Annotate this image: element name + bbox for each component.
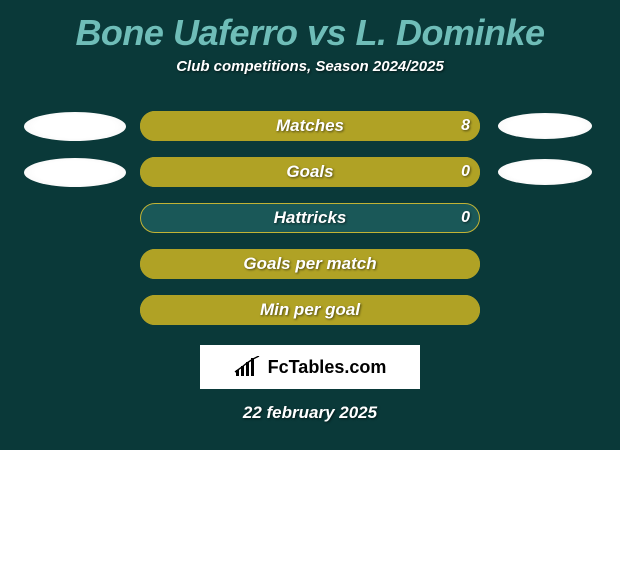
- stat-label: Goals: [140, 157, 480, 187]
- stat-row: Hattricks0: [0, 195, 620, 241]
- left-ellipse-col: [10, 112, 140, 141]
- stat-label: Min per goal: [140, 295, 480, 325]
- bar-chart-ascending-icon: [234, 356, 262, 378]
- left-ellipse-col: [10, 158, 140, 187]
- stat-row: Matches8: [0, 103, 620, 149]
- player-right-marker: [498, 159, 592, 185]
- stat-rows: Matches8Goals0Hattricks0Goals per matchM…: [0, 103, 620, 333]
- stat-bar: Matches8: [140, 111, 480, 141]
- brand-label: FcTables.com: [268, 357, 387, 378]
- subtitle: Club competitions, Season 2024/2025: [0, 58, 620, 75]
- right-ellipse-col: [480, 159, 610, 185]
- stat-bar: Goals per match: [140, 249, 480, 279]
- date-label: 22 february 2025: [0, 403, 620, 423]
- stat-bar: Min per goal: [140, 295, 480, 325]
- stat-label: Goals per match: [140, 249, 480, 279]
- stat-row: Min per goal: [0, 287, 620, 333]
- brand-badge[interactable]: FcTables.com: [200, 345, 420, 389]
- comparison-widget: Bone Uaferro vs L. Dominke Club competit…: [0, 0, 620, 450]
- stat-bar: Hattricks0: [140, 203, 480, 233]
- stat-row: Goals0: [0, 149, 620, 195]
- player-right-marker: [498, 113, 592, 139]
- player-left-marker: [24, 112, 126, 141]
- right-ellipse-col: [480, 113, 610, 139]
- stat-value: 0: [461, 203, 470, 233]
- stat-value: 0: [461, 157, 470, 187]
- stat-row: Goals per match: [0, 241, 620, 287]
- stat-label: Matches: [140, 111, 480, 141]
- stat-value: 8: [461, 111, 470, 141]
- player-left-marker: [24, 158, 126, 187]
- stat-label: Hattricks: [140, 203, 480, 233]
- stat-bar: Goals0: [140, 157, 480, 187]
- page-title: Bone Uaferro vs L. Dominke: [0, 0, 620, 58]
